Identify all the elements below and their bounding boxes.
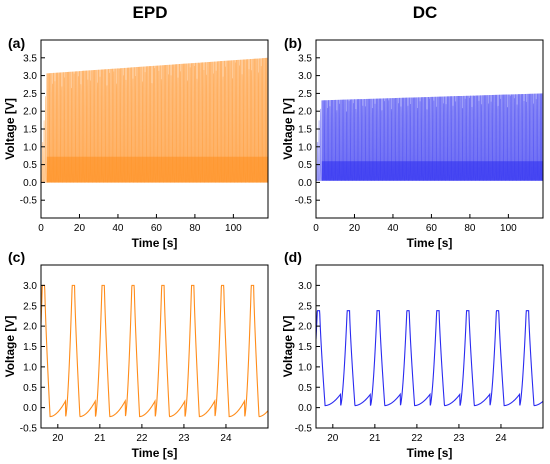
x-tick-label: 20	[52, 433, 64, 444]
y-tick-label: 2.5	[23, 89, 37, 100]
y-tick-label: 1.0	[23, 362, 37, 373]
plot-area	[41, 57, 268, 183]
y-tick-label: 2.0	[23, 107, 37, 118]
y-tick-label: 1.5	[23, 125, 37, 136]
y-tick-label: -0.5	[295, 424, 313, 435]
x-tick-label: 60	[151, 223, 163, 234]
x-tick-label: 100	[225, 223, 242, 234]
panel-label: (c)	[8, 249, 25, 265]
plot-area	[316, 310, 543, 407]
y-tick-label: 3.0	[298, 281, 312, 292]
column-title-epd: EPD	[133, 3, 168, 22]
x-tick-label: 23	[453, 433, 465, 444]
x-tick-label: 21	[369, 433, 381, 444]
x-tick-label: 24	[220, 433, 232, 444]
signal-dense-band	[46, 156, 268, 183]
y-tick-label: 3.5	[298, 53, 312, 64]
y-tick-label: 0.5	[298, 383, 312, 394]
x-tick-label: 0	[38, 223, 44, 234]
y-tick-label: 1.5	[23, 342, 37, 353]
signal-dense-band	[321, 161, 543, 181]
panel-label: (b)	[284, 35, 302, 51]
y-tick-label: 0.5	[23, 160, 37, 171]
y-tick-label: -0.5	[295, 196, 313, 207]
y-tick-label: 2.0	[298, 107, 312, 118]
x-axis-label: Time [s]	[132, 236, 178, 250]
x-tick-label: 60	[426, 223, 438, 234]
chart-panel-c: (c) -0.5 0.0 0.5 1.0 1.5 2.0 2.5 3.0 20 21 22 23 24 Ti…	[3, 249, 269, 460]
x-tick-label: 22	[411, 433, 423, 444]
x-tick-label: 21	[94, 433, 106, 444]
chart-panel-b: (b) -0.5 0.0 0.5 1.0 1.5 2.0 2.5 3.0 3.5 0 20 40 60 80…	[281, 35, 544, 250]
x-axis-label: Time [s]	[132, 446, 178, 460]
y-tick-label: -0.5	[20, 196, 38, 207]
y-tick-label: 3.5	[23, 53, 37, 64]
y-tick-label: 3.0	[23, 71, 37, 82]
y-tick-label: 1.0	[298, 142, 312, 153]
x-tick-label: 100	[500, 223, 517, 234]
y-tick-label: 2.0	[298, 322, 312, 333]
x-axis-label: Time [s]	[407, 446, 453, 460]
x-tick-label: 20	[327, 433, 339, 444]
x-tick-label: 22	[136, 433, 148, 444]
x-tick-label: 40	[112, 223, 124, 234]
y-axis-label: Voltage [V]	[3, 98, 17, 160]
y-tick-label: 0.0	[23, 403, 37, 414]
x-tick-label: 23	[178, 433, 190, 444]
y-tick-label: 3.0	[23, 281, 37, 292]
column-title-dc: DC	[413, 3, 438, 22]
y-tick-label: 0.0	[298, 178, 312, 189]
x-tick-label: 80	[464, 223, 476, 234]
y-tick-label: -0.5	[20, 424, 38, 435]
y-tick-label: 1.5	[298, 125, 312, 136]
y-tick-label: 0.5	[298, 160, 312, 171]
y-tick-label: 2.0	[23, 322, 37, 333]
signal-line	[41, 284, 268, 418]
y-axis-label: Voltage [V]	[281, 98, 295, 160]
panel-label: (d)	[284, 249, 302, 265]
y-tick-label: 2.5	[298, 301, 312, 312]
plot-area	[41, 284, 268, 418]
x-tick-label: 24	[495, 433, 507, 444]
y-tick-label: 0.0	[298, 403, 312, 414]
chart-panel-a: (a) -0.5 0.0 0.5 1.0 1.5 2.0 2.5 3.0 3.5 0 20 40 60 80…	[3, 35, 269, 250]
y-tick-label: 2.5	[23, 301, 37, 312]
panel-label: (a)	[8, 35, 25, 51]
x-axis-label: Time [s]	[407, 236, 453, 250]
x-tick-label: 20	[349, 223, 361, 234]
x-tick-label: 80	[189, 223, 201, 234]
y-tick-label: 1.0	[298, 362, 312, 373]
chart-panel-d: (d) -0.5 0.0 0.5 1.0 1.5 2.0 2.5 3.0 20 21 22 23 24 Ti…	[281, 249, 544, 460]
x-tick-label: 40	[387, 223, 399, 234]
plot-frame	[315, 264, 544, 429]
plot-area	[316, 93, 543, 181]
y-tick-label: 3.0	[298, 71, 312, 82]
y-tick-label: 0.0	[23, 178, 37, 189]
x-tick-label: 20	[74, 223, 86, 234]
y-tick-label: 1.0	[23, 142, 37, 153]
x-tick-label: 0	[313, 223, 319, 234]
y-tick-label: 2.5	[298, 89, 312, 100]
signal-line	[316, 310, 543, 407]
y-axis-label: Voltage [V]	[3, 316, 17, 378]
y-axis-label: Voltage [V]	[281, 316, 295, 378]
y-tick-label: 1.5	[298, 342, 312, 353]
y-tick-label: 0.5	[23, 383, 37, 394]
